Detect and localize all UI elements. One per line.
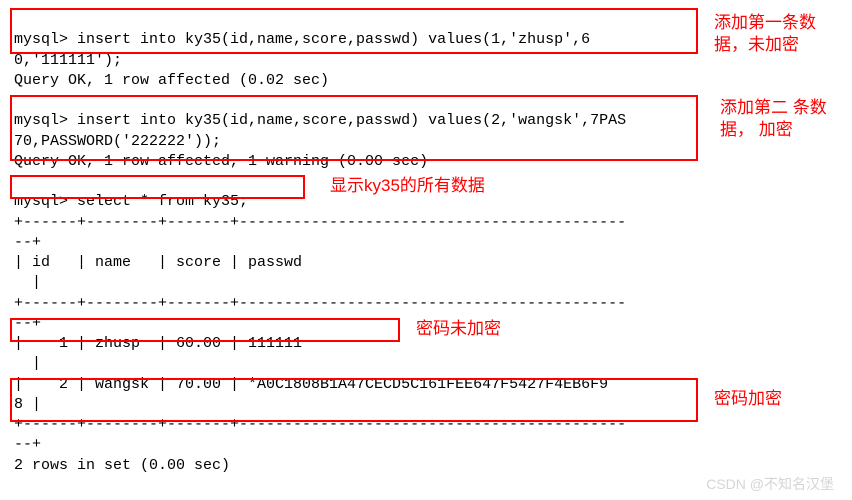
terminal-line: 0,'111111'); <box>14 52 122 69</box>
annotation-4: 密码未加密 <box>416 318 501 340</box>
annotation-3: 显示ky35的所有数据 <box>330 175 485 197</box>
terminal-line: +------+--------+-------+---------------… <box>14 295 626 312</box>
watermark: CSDN @不知名汉堡 <box>706 475 834 494</box>
terminal-line: | <box>14 274 41 291</box>
terminal-line: +------+--------+-------+---------------… <box>14 214 626 231</box>
highlight-box-3 <box>10 175 305 199</box>
annotation-2: 添加第二 条数据， 加密 <box>720 97 852 141</box>
terminal-line: | <box>14 355 41 372</box>
highlight-box-1 <box>10 8 698 54</box>
highlight-box-4 <box>10 318 400 342</box>
terminal-line: --+ <box>14 234 41 251</box>
terminal-line: Query OK, 1 row affected (0.02 sec) <box>14 72 329 89</box>
highlight-box-2 <box>10 95 698 161</box>
terminal-line: 2 rows in set (0.00 sec) <box>14 457 230 474</box>
terminal-line: | id | name | score | passwd <box>14 254 302 271</box>
annotation-5: 密码加密 <box>714 388 782 410</box>
terminal-line: --+ <box>14 436 41 453</box>
highlight-box-5 <box>10 378 698 422</box>
annotation-1: 添加第一条数 据，未加密 <box>714 12 852 56</box>
